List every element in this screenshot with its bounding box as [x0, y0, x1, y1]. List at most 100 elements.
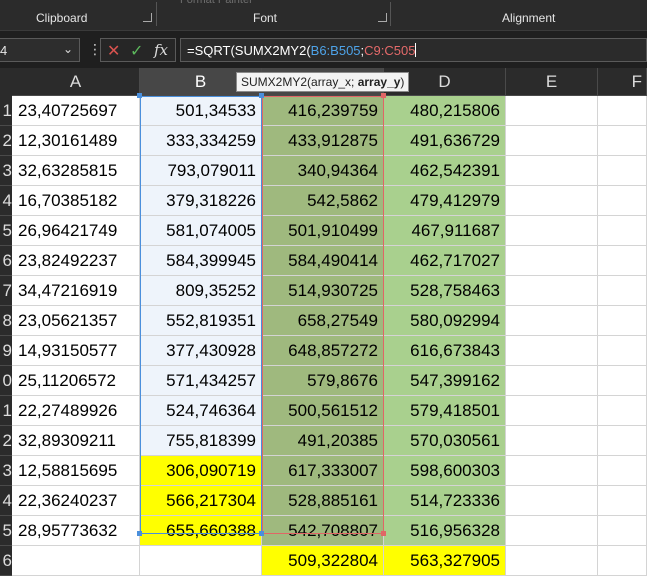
cell-b16[interactable] [140, 546, 262, 576]
cell-f2[interactable] [598, 126, 647, 156]
formula-input[interactable]: =SQRT(SUMX2MY2(B6:B505;C9:C505 [180, 38, 647, 62]
cell-e8[interactable] [506, 306, 598, 336]
cell-d2[interactable]: 491,636729 [384, 126, 506, 156]
cell-f16[interactable] [598, 546, 647, 576]
cell-e15[interactable] [506, 516, 598, 546]
cell-b14[interactable]: 566,217304 [140, 486, 262, 516]
cell-a11[interactable]: 22,27489926 [12, 396, 140, 426]
cell-b4[interactable]: 379,318226 [140, 186, 262, 216]
cell-e9[interactable] [506, 336, 598, 366]
cell-f14[interactable] [598, 486, 647, 516]
enter-icon[interactable]: ✓ [130, 43, 144, 60]
cell-b12[interactable]: 755,818399 [140, 426, 262, 456]
cell-e1[interactable] [506, 96, 598, 126]
row-header[interactable]: 2 [0, 126, 12, 156]
cell-c10[interactable]: 579,8676 [262, 366, 384, 396]
cell-d1[interactable]: 480,215806 [384, 96, 506, 126]
range-handle[interactable] [381, 93, 386, 98]
cell-d9[interactable]: 616,673843 [384, 336, 506, 366]
range-handle[interactable] [381, 531, 386, 536]
cell-c14[interactable]: 528,885161 [262, 486, 384, 516]
cell-e6[interactable] [506, 246, 598, 276]
cell-d5[interactable]: 467,911687 [384, 216, 506, 246]
row-header[interactable]: 7 [0, 276, 12, 306]
cell-e11[interactable] [506, 396, 598, 426]
cell-f6[interactable] [598, 246, 647, 276]
cell-e7[interactable] [506, 276, 598, 306]
cell-f8[interactable] [598, 306, 647, 336]
cell-e5[interactable] [506, 216, 598, 246]
cell-a16[interactable] [12, 546, 140, 576]
cell-f15[interactable] [598, 516, 647, 546]
cell-c8[interactable]: 658,27549 [262, 306, 384, 336]
cell-a13[interactable]: 12,58815695 [12, 456, 140, 486]
row-header[interactable]: 2 [0, 426, 12, 456]
row-header[interactable]: 6 [0, 246, 12, 276]
cell-a12[interactable]: 32,89309211 [12, 426, 140, 456]
cell-c4[interactable]: 542,5862 [262, 186, 384, 216]
name-box[interactable]: 4 ⌄ [0, 38, 80, 62]
cell-b3[interactable]: 793,079011 [140, 156, 262, 186]
font-launcher-icon[interactable] [378, 13, 387, 22]
cell-a2[interactable]: 12,30161489 [12, 126, 140, 156]
cell-f10[interactable] [598, 366, 647, 396]
cell-a3[interactable]: 32,63285815 [12, 156, 140, 186]
cell-c2[interactable]: 433,912875 [262, 126, 384, 156]
cell-d16[interactable]: 563,327905 [384, 546, 506, 576]
cell-d10[interactable]: 547,399162 [384, 366, 506, 396]
cell-d11[interactable]: 579,418501 [384, 396, 506, 426]
cell-e10[interactable] [506, 366, 598, 396]
cell-d6[interactable]: 462,717027 [384, 246, 506, 276]
cell-a4[interactable]: 16,70385182 [12, 186, 140, 216]
cell-d4[interactable]: 479,412979 [384, 186, 506, 216]
range-handle[interactable] [259, 531, 264, 536]
cancel-icon[interactable]: ✕ [107, 43, 121, 60]
row-header[interactable]: 8 [0, 306, 12, 336]
column-header-a[interactable]: A [12, 68, 140, 96]
cell-a14[interactable]: 22,36240237 [12, 486, 140, 516]
cell-f5[interactable] [598, 216, 647, 246]
cell-a6[interactable]: 23,82492237 [12, 246, 140, 276]
cell-f4[interactable] [598, 186, 647, 216]
cell-b6[interactable]: 584,399945 [140, 246, 262, 276]
range-handle[interactable] [259, 93, 264, 98]
row-header[interactable]: 1 [0, 96, 12, 126]
cell-a9[interactable]: 14,93150577 [12, 336, 140, 366]
cell-c11[interactable]: 500,561512 [262, 396, 384, 426]
cell-a8[interactable]: 23,05621357 [12, 306, 140, 336]
cell-e16[interactable] [506, 546, 598, 576]
cell-e12[interactable] [506, 426, 598, 456]
cell-b13[interactable]: 306,090719 [140, 456, 262, 486]
cell-b10[interactable]: 571,434257 [140, 366, 262, 396]
cell-b1[interactable]: 501,34533 [140, 96, 262, 126]
cell-b5[interactable]: 581,074005 [140, 216, 262, 246]
cell-f13[interactable] [598, 456, 647, 486]
cell-c9[interactable]: 648,857272 [262, 336, 384, 366]
row-header[interactable]: 5 [0, 516, 12, 546]
insert-function-icon[interactable]: fx [154, 41, 169, 59]
cell-d13[interactable]: 598,600303 [384, 456, 506, 486]
cell-a1[interactable]: 23,40725697 [12, 96, 140, 126]
cell-e13[interactable] [506, 456, 598, 486]
row-header[interactable]: 0 [0, 366, 12, 396]
cell-f7[interactable] [598, 276, 647, 306]
chevron-down-icon[interactable]: ⌄ [62, 42, 73, 56]
cell-b15[interactable]: 655,660388 [140, 516, 262, 546]
row-header[interactable]: 4 [0, 486, 12, 516]
cell-d3[interactable]: 462,542391 [384, 156, 506, 186]
cell-c5[interactable]: 501,910499 [262, 216, 384, 246]
cell-b8[interactable]: 552,819351 [140, 306, 262, 336]
cell-b2[interactable]: 333,334259 [140, 126, 262, 156]
select-all-corner[interactable] [0, 68, 12, 96]
range-handle[interactable] [137, 93, 142, 98]
cell-b11[interactable]: 524,746364 [140, 396, 262, 426]
cell-c12[interactable]: 491,20385 [262, 426, 384, 456]
column-header-f[interactable]: F [598, 68, 647, 96]
cell-c16[interactable]: 509,322804 [262, 546, 384, 576]
cell-c3[interactable]: 340,94364 [262, 156, 384, 186]
cell-e3[interactable] [506, 156, 598, 186]
cell-b7[interactable]: 809,35252 [140, 276, 262, 306]
cell-d14[interactable]: 514,723336 [384, 486, 506, 516]
more-options-icon[interactable]: ⋮ [88, 41, 102, 57]
cell-d7[interactable]: 528,758463 [384, 276, 506, 306]
